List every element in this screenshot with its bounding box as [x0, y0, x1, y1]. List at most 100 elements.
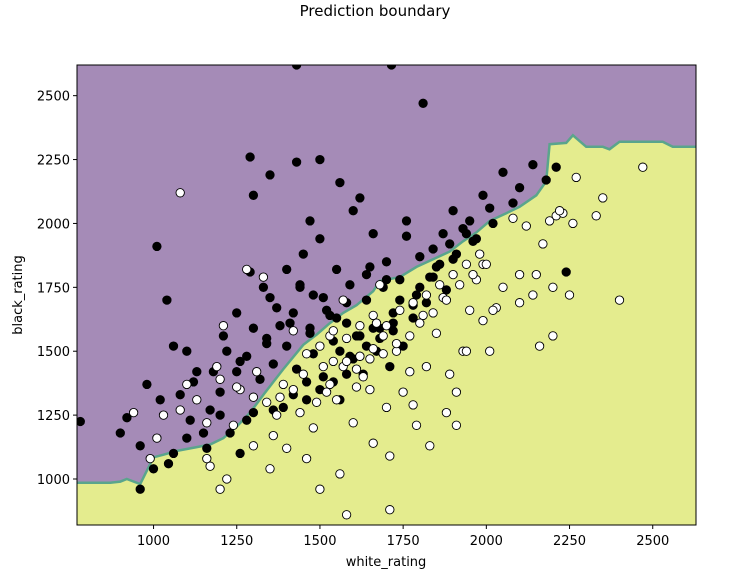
- point-white: [475, 249, 485, 259]
- point-white: [375, 280, 385, 290]
- point-black: [498, 167, 508, 177]
- point-white: [398, 387, 408, 397]
- point-black: [335, 177, 345, 188]
- point-black: [232, 308, 242, 318]
- point-black: [428, 272, 438, 282]
- point-white: [435, 280, 445, 290]
- point-white: [222, 474, 232, 484]
- point-white: [521, 221, 531, 231]
- point-black: [541, 175, 551, 185]
- point-black: [448, 254, 458, 264]
- point-white: [215, 374, 225, 384]
- point-black: [235, 356, 245, 367]
- point-black: [365, 262, 375, 272]
- x-axis-label: white_rating: [346, 555, 427, 570]
- point-white: [212, 361, 222, 372]
- point-white: [548, 331, 558, 341]
- point-white: [408, 400, 418, 410]
- y-tick-label: 1250: [37, 409, 70, 424]
- point-white: [385, 451, 395, 461]
- point-white: [571, 172, 581, 183]
- point-white: [242, 264, 252, 275]
- point-black: [415, 252, 425, 262]
- point-black: [245, 152, 255, 162]
- scatter-points: [77, 65, 648, 520]
- point-white: [481, 259, 491, 269]
- point-white: [202, 418, 212, 428]
- point-white: [395, 305, 405, 315]
- point-white: [268, 430, 278, 441]
- point-white: [351, 364, 362, 374]
- point-white: [378, 349, 388, 359]
- point-black: [275, 321, 285, 331]
- y-tick-label: 2250: [37, 154, 70, 169]
- point-black: [175, 390, 185, 400]
- point-white: [272, 410, 282, 420]
- y-tick-label: 2500: [37, 90, 70, 105]
- point-black: [388, 326, 398, 336]
- point-white: [428, 308, 438, 318]
- point-black: [215, 410, 225, 420]
- point-white: [531, 269, 541, 280]
- point-white: [431, 328, 442, 338]
- x-tick-label: 2000: [470, 534, 503, 549]
- point-white: [182, 379, 192, 390]
- point-white: [308, 423, 318, 433]
- point-black: [182, 346, 192, 356]
- point-white: [351, 382, 362, 392]
- point-black: [488, 218, 498, 229]
- point-white: [445, 369, 455, 379]
- x-tick-label: 1000: [137, 534, 170, 549]
- y-tick-label: 2000: [37, 217, 70, 232]
- x-tick-label: 1500: [303, 534, 336, 549]
- point-black: [318, 292, 328, 303]
- point-black: [305, 328, 315, 338]
- point-white: [365, 384, 375, 395]
- point-white: [514, 269, 525, 280]
- point-white: [528, 290, 538, 300]
- point-black: [331, 313, 342, 323]
- point-black: [361, 295, 372, 305]
- point-white: [391, 346, 402, 356]
- point-black: [265, 292, 275, 303]
- x-tick-label: 2250: [553, 534, 586, 549]
- point-white: [341, 510, 352, 520]
- point-black: [528, 160, 538, 170]
- point-black: [135, 484, 145, 494]
- point-white: [405, 367, 415, 377]
- point-black: [301, 395, 312, 405]
- point-black: [162, 295, 172, 305]
- point-black: [308, 290, 318, 300]
- point-white: [391, 338, 402, 349]
- point-black: [411, 290, 422, 300]
- point-white: [282, 443, 292, 453]
- point-white: [335, 469, 345, 479]
- point-white: [381, 321, 392, 331]
- point-white: [614, 295, 625, 305]
- point-black: [262, 333, 272, 344]
- point-black: [155, 395, 165, 405]
- point-black: [148, 464, 159, 474]
- point-white: [218, 321, 229, 331]
- point-white: [265, 464, 275, 474]
- point-white: [278, 379, 288, 390]
- point-black: [218, 331, 229, 341]
- point-white: [275, 392, 285, 402]
- point-white: [508, 213, 518, 223]
- point-white: [215, 484, 225, 494]
- point-black: [395, 295, 405, 305]
- point-black: [115, 428, 125, 438]
- point-white: [554, 206, 565, 216]
- point-black: [315, 154, 325, 165]
- point-black: [222, 346, 232, 356]
- point-black: [381, 275, 392, 285]
- y-axis-label: black_rating: [11, 255, 26, 335]
- point-black: [441, 285, 452, 295]
- point-white: [152, 433, 162, 443]
- point-black: [468, 236, 478, 246]
- point-black: [331, 264, 342, 275]
- point-white: [591, 211, 601, 221]
- point-white: [485, 346, 495, 356]
- point-black: [561, 267, 571, 277]
